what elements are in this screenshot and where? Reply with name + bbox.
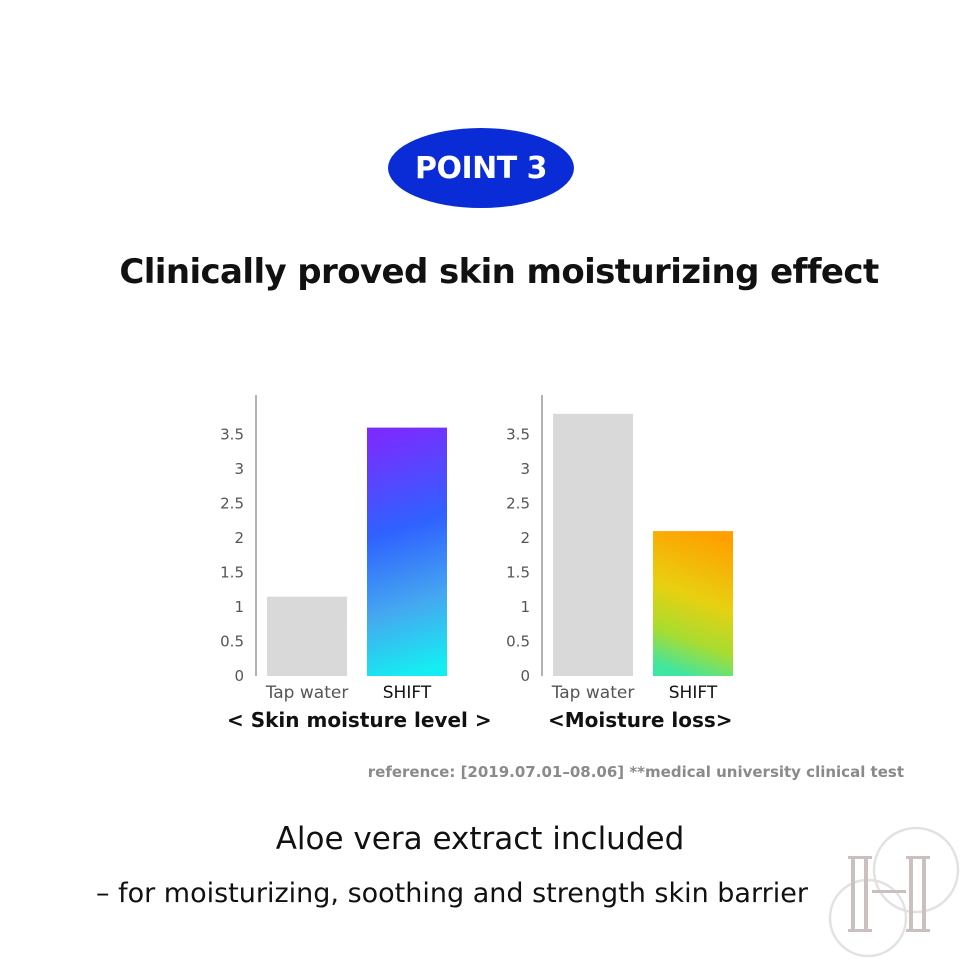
y-tick-label: 1.5 — [220, 564, 244, 582]
y-tick-label: 1 — [234, 598, 244, 616]
skin-moisture-caption: < Skin moisture level > — [227, 708, 492, 732]
footer-line-1: Aloe vera extract included — [275, 821, 685, 857]
moisture-loss-caption: <Moisture loss> — [548, 708, 733, 732]
y-tick-label: 2.5 — [506, 495, 530, 513]
x-category-label: Tap water — [265, 683, 349, 703]
y-tick-label: 2 — [234, 529, 244, 547]
y-tick-label: 0.5 — [506, 633, 530, 651]
x-category-label: SHIFT — [669, 683, 718, 703]
bar-tap-water — [553, 413, 633, 676]
y-tick-label: 0.5 — [220, 633, 244, 651]
y-tick-label: 1 — [520, 598, 530, 616]
moisture-loss-chart: 0 0.5 1 1.5 2 2.5 3 3.5 Tap water SHIFT — [500, 390, 780, 740]
y-tick-label: 0 — [520, 667, 530, 685]
y-tick-label: 3.5 — [506, 426, 530, 444]
y-tick-label: 3 — [520, 460, 530, 478]
bar-tap-water — [267, 596, 347, 676]
bar-shift — [653, 531, 733, 676]
y-tick-label: 3.5 — [220, 426, 244, 444]
reference-note: reference: [2019.07.01–08.06] **medical … — [367, 763, 904, 781]
y-tick-label: 0 — [234, 667, 244, 685]
point-badge: POINT 3 — [388, 128, 574, 208]
headline: Clinically proved skin moisturizing effe… — [119, 252, 879, 292]
bar-shift — [367, 427, 447, 676]
x-category-label: Tap water — [551, 683, 635, 703]
y-tick-label: 2.5 — [220, 495, 244, 513]
skin-moisture-chart-svg: 0 0.5 1 1.5 2 2.5 3 3.5 Tap water SHIFT — [220, 395, 447, 703]
y-tick-label: 1.5 — [506, 564, 530, 582]
monogram-logo-icon — [828, 826, 960, 958]
y-tick-label: 2 — [520, 529, 530, 547]
y-tick-label: 3 — [234, 460, 244, 478]
footer-line-2: – for moisturizing, soothing and strengt… — [96, 878, 808, 909]
x-category-label: SHIFT — [383, 683, 432, 703]
skin-moisture-chart: 0 0.5 1 1.5 2 2.5 3 3.5 Tap water SHIFT — [214, 390, 494, 740]
moisture-loss-chart-svg: 0 0.5 1 1.5 2 2.5 3 3.5 Tap water SHIFT — [506, 395, 733, 703]
